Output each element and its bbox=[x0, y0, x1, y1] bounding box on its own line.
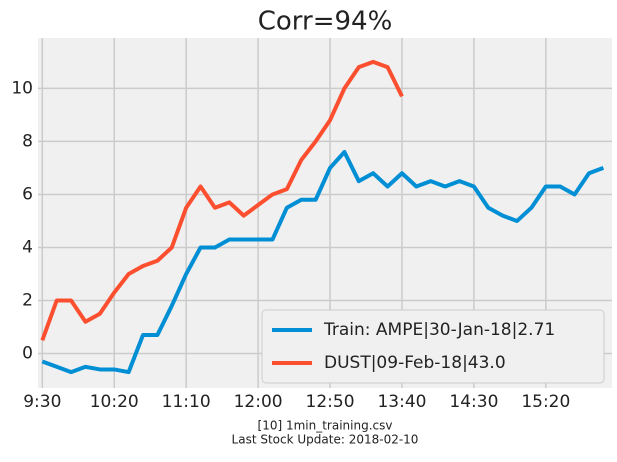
legend-box bbox=[261, 309, 605, 384]
x-tick-label: 13:40 bbox=[377, 392, 426, 412]
line-series bbox=[41, 150, 605, 375]
x-tick-label: 15:20 bbox=[521, 392, 570, 412]
footer: [10] 1min_training.csv bbox=[258, 419, 393, 433]
chart-title: Corr=94% bbox=[258, 7, 393, 37]
x-tick-label: 14:30 bbox=[449, 392, 498, 412]
y-tick-label: 4 bbox=[22, 237, 33, 257]
y-tick-label: 2 bbox=[22, 291, 33, 311]
x-tick-label: 10:20 bbox=[90, 392, 139, 412]
x-tick-label: 9:30 bbox=[23, 392, 61, 412]
x-tick-label: 12:00 bbox=[234, 392, 283, 412]
y-tick-label: 8 bbox=[22, 131, 33, 151]
x-tick-label: 11:10 bbox=[162, 392, 211, 412]
footer: Last Stock Update: 2018-02-10 bbox=[232, 433, 419, 447]
x-tick-label: 12:50 bbox=[306, 392, 355, 412]
legend-label: Train: AMPE|30-Jan-18|2.71 bbox=[323, 320, 555, 340]
line-series bbox=[40, 59, 404, 341]
y-tick-label: 6 bbox=[22, 184, 33, 204]
legend-label: DUST|09-Feb-18|43.0 bbox=[324, 353, 506, 373]
y-tick-label: 10 bbox=[11, 78, 33, 98]
y-tick-label: 0 bbox=[22, 344, 33, 364]
